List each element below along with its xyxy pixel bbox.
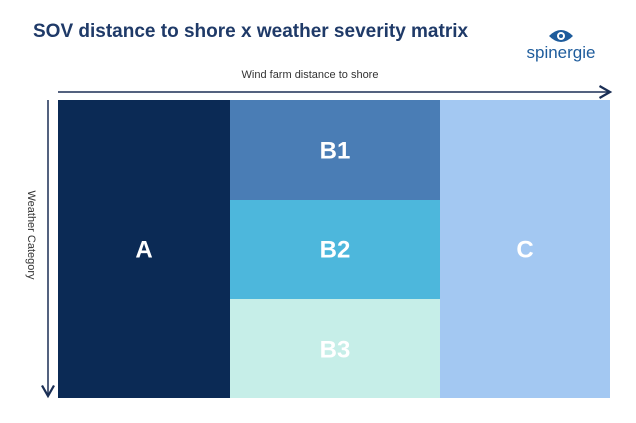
- y-axis-label: Weather Category: [25, 190, 37, 280]
- title: SOV distance to shore x weather severity…: [33, 21, 469, 42]
- x-axis-label: Wind farm distance to shore: [242, 69, 379, 81]
- logo-text: spinergie: [527, 43, 596, 62]
- cell-label: B3: [320, 337, 351, 364]
- cell-label: C: [516, 237, 533, 264]
- cell-c: [440, 100, 610, 398]
- cell-b1: [230, 100, 440, 200]
- cell-b3: [230, 299, 440, 398]
- logo-icon: [549, 30, 573, 42]
- cell-label: A: [135, 237, 152, 264]
- cell-a: [58, 100, 230, 398]
- cell-label: B2: [320, 237, 351, 264]
- cell-label: B1: [320, 138, 351, 165]
- cell-b2: [230, 200, 440, 299]
